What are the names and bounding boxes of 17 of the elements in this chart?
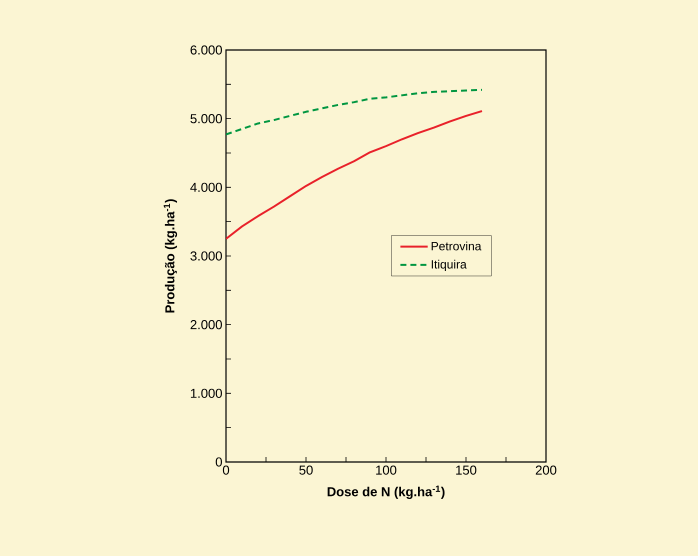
y-tick-label: 6.000 bbox=[190, 45, 222, 55]
y-tick-label: 2.000 bbox=[190, 320, 222, 330]
legend-label: Petrovina bbox=[432, 242, 482, 250]
y-tick-label: 5.000 bbox=[190, 114, 222, 124]
y-tick-label: 4.000 bbox=[190, 182, 222, 192]
x-tick-label: 200 bbox=[536, 466, 556, 475]
x-tick-label: 150 bbox=[456, 466, 476, 475]
line-series bbox=[226, 110, 483, 240]
y-tick-label: 1.000 bbox=[190, 388, 222, 398]
x-axis-title: Dose de N (kg.ha$^{-1}$) bbox=[328, 486, 445, 499]
x-tick-label: 50 bbox=[299, 466, 313, 475]
y-tick-label: 3.000 bbox=[190, 251, 222, 261]
y-axis-title: Produção (kg.ha$^{-1}$) bbox=[164, 199, 178, 313]
y-tick-label: 0 bbox=[216, 457, 222, 467]
x-tick-label: 100 bbox=[376, 466, 396, 475]
x-tick-label: 0 bbox=[222, 466, 230, 475]
legend-label: Itiquira bbox=[432, 260, 467, 271]
